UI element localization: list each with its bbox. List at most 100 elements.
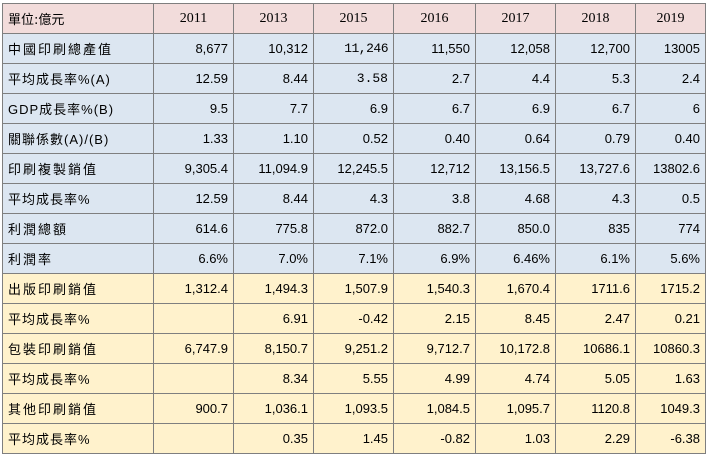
table-cell: 1.03 (475, 423, 556, 454)
table-row: GDP成長率%(B) 9.5 7.7 6.9 6.7 6.9 6.7 6 (2, 93, 706, 124)
table-cell: 2.29 (555, 423, 636, 454)
table-cell-highlight: 0.64 (475, 123, 556, 154)
table-cell: 4.3 (313, 183, 394, 214)
table-cell: 0.79 (555, 123, 636, 154)
table-cell: 10,312 (233, 33, 314, 64)
table-cell: 9.5 (153, 93, 234, 124)
table-cell: 6.46% (475, 243, 556, 274)
table-row: 平均成長率% 6.91 -0.42 2.15 8.45 2.47 0.21 (2, 303, 706, 334)
year-header: 2017 (475, 3, 556, 34)
table-cell: 4.68 (475, 183, 556, 214)
table-cell: 9,251.2 (313, 333, 394, 364)
table-row: 利潤總額 614.6 775.8 872.0 882.7 850.0 835 7… (2, 213, 706, 244)
table-cell: 2.47 (555, 303, 636, 334)
table-cell: 1,494.3 (233, 273, 314, 304)
row-label: 包裝印刷銷值 (2, 333, 154, 364)
year-header: 2011 (153, 3, 234, 34)
table-cell: 882.7 (393, 213, 476, 244)
row-label: 關聯係數(A)/(B) (2, 123, 154, 154)
row-label: GDP成長率%(B) (2, 93, 154, 124)
table-cell: 1.33 (153, 123, 234, 154)
printing-industry-table: 單位:億元 2011 2013 2015 2016 2017 2018 2019… (2, 3, 706, 454)
table-cell: 3.58 (313, 63, 394, 94)
table-row: 平均成長率% 12.59 8.44 4.3 3.8 4.68 4.3 0.5 (2, 183, 706, 214)
table-cell: 12,245.5 (313, 153, 394, 184)
table-cell: -6.38 (635, 423, 706, 454)
row-label: 出版印刷銷值 (2, 273, 154, 304)
table-cell: 8.44 (233, 183, 314, 214)
table-cell: 1120.8 (555, 393, 636, 424)
table-row: 出版印刷銷值 1,312.4 1,494.3 1,507.9 1,540.3 1… (2, 273, 706, 304)
table-row: 包裝印刷銷值 6,747.9 8,150.7 9,251.2 9,712.7 1… (2, 333, 706, 364)
table-cell: 6,747.9 (153, 333, 234, 364)
table-cell: 0.5 (635, 183, 706, 214)
table-row: 利潤率 6.6% 7.0% 7.1% 6.9% 6.46% 6.1% 5.6% (2, 243, 706, 274)
table-cell: 2.15 (393, 303, 476, 334)
table-cell: 775.8 (233, 213, 314, 244)
table-cell: 2.7 (393, 63, 476, 94)
table-cell: 12,058 (475, 33, 556, 64)
table-row: 平均成長率% 0.35 1.45 -0.82 1.03 2.29 -6.38 (2, 423, 706, 454)
table-cell: 10,172.8 (475, 333, 556, 364)
table-cell: 12.59 (153, 63, 234, 94)
unit-label: 單位:億元 (2, 3, 154, 34)
year-header: 2019 (635, 3, 706, 34)
table-cell (153, 363, 234, 394)
table-cell: 1,540.3 (393, 273, 476, 304)
table-cell: 835 (555, 213, 636, 244)
table-cell: 6.7 (555, 93, 636, 124)
table-row: 關聯係數(A)/(B) 1.33 1.10 0.52 0.40 0.64 0.7… (2, 123, 706, 154)
table-cell: 1.63 (635, 363, 706, 394)
table-cell: -0.82 (393, 423, 476, 454)
table-cell: 12,712 (393, 153, 476, 184)
table-cell: 10860.3 (635, 333, 706, 364)
table-cell: 1.45 (313, 423, 394, 454)
table-cell: 1,095.7 (475, 393, 556, 424)
row-label: 其他印刷銷值 (2, 393, 154, 424)
table-cell: 4.74 (475, 363, 556, 394)
table-cell: 6.1% (555, 243, 636, 274)
table-cell: 1,312.4 (153, 273, 234, 304)
year-header: 2015 (313, 3, 394, 34)
table-row: 平均成長率%(A) 12.59 8.44 3.58 2.7 4.4 5.3 2.… (2, 63, 706, 94)
table-cell: 1715.2 (635, 273, 706, 304)
year-header: 2013 (233, 3, 314, 34)
table-cell: 0.35 (233, 423, 314, 454)
row-label: 平均成長率% (2, 423, 154, 454)
table-cell: 6.6% (153, 243, 234, 274)
table-cell: 7.0% (233, 243, 314, 274)
table-cell: 11,246 (313, 33, 394, 64)
table-row: 印刷複製銷值 9,305.4 11,094.9 12,245.5 12,712 … (2, 153, 706, 184)
table-cell: 0.40 (635, 123, 706, 154)
row-label: 平均成長率% (2, 363, 154, 394)
table-cell: 5.05 (555, 363, 636, 394)
row-label: 利潤率 (2, 243, 154, 274)
table-cell: 900.7 (153, 393, 234, 424)
table-cell: 1049.3 (635, 393, 706, 424)
table-cell: 774 (635, 213, 706, 244)
table-cell: 6 (635, 93, 706, 124)
table-cell: 9,305.4 (153, 153, 234, 184)
table-cell: 4.3 (555, 183, 636, 214)
table-cell: 1711.6 (555, 273, 636, 304)
table-cell: 1.10 (233, 123, 314, 154)
table-cell: 1,507.9 (313, 273, 394, 304)
table-cell: 872.0 (313, 213, 394, 244)
table-cell: 6.91 (233, 303, 314, 334)
table-cell: 13802.6 (635, 153, 706, 184)
row-label: 印刷複製銷值 (2, 153, 154, 184)
table-cell: 8.45 (475, 303, 556, 334)
table-cell: 4.99 (393, 363, 476, 394)
table-cell: 13,727.6 (555, 153, 636, 184)
table-cell: 9,712.7 (393, 333, 476, 364)
table-cell: 1,036.1 (233, 393, 314, 424)
table-cell: 8,150.7 (233, 333, 314, 364)
table-cell: 11,550 (393, 33, 476, 64)
table-cell: 6.9 (313, 93, 394, 124)
table-cell: 8.44 (233, 63, 314, 94)
year-header: 2018 (555, 3, 636, 34)
table-cell: 7.1% (313, 243, 394, 274)
table-cell: 12,700 (555, 33, 636, 64)
table-cell: 0.21 (635, 303, 706, 334)
table-cell-highlight: 0.40 (393, 123, 476, 154)
